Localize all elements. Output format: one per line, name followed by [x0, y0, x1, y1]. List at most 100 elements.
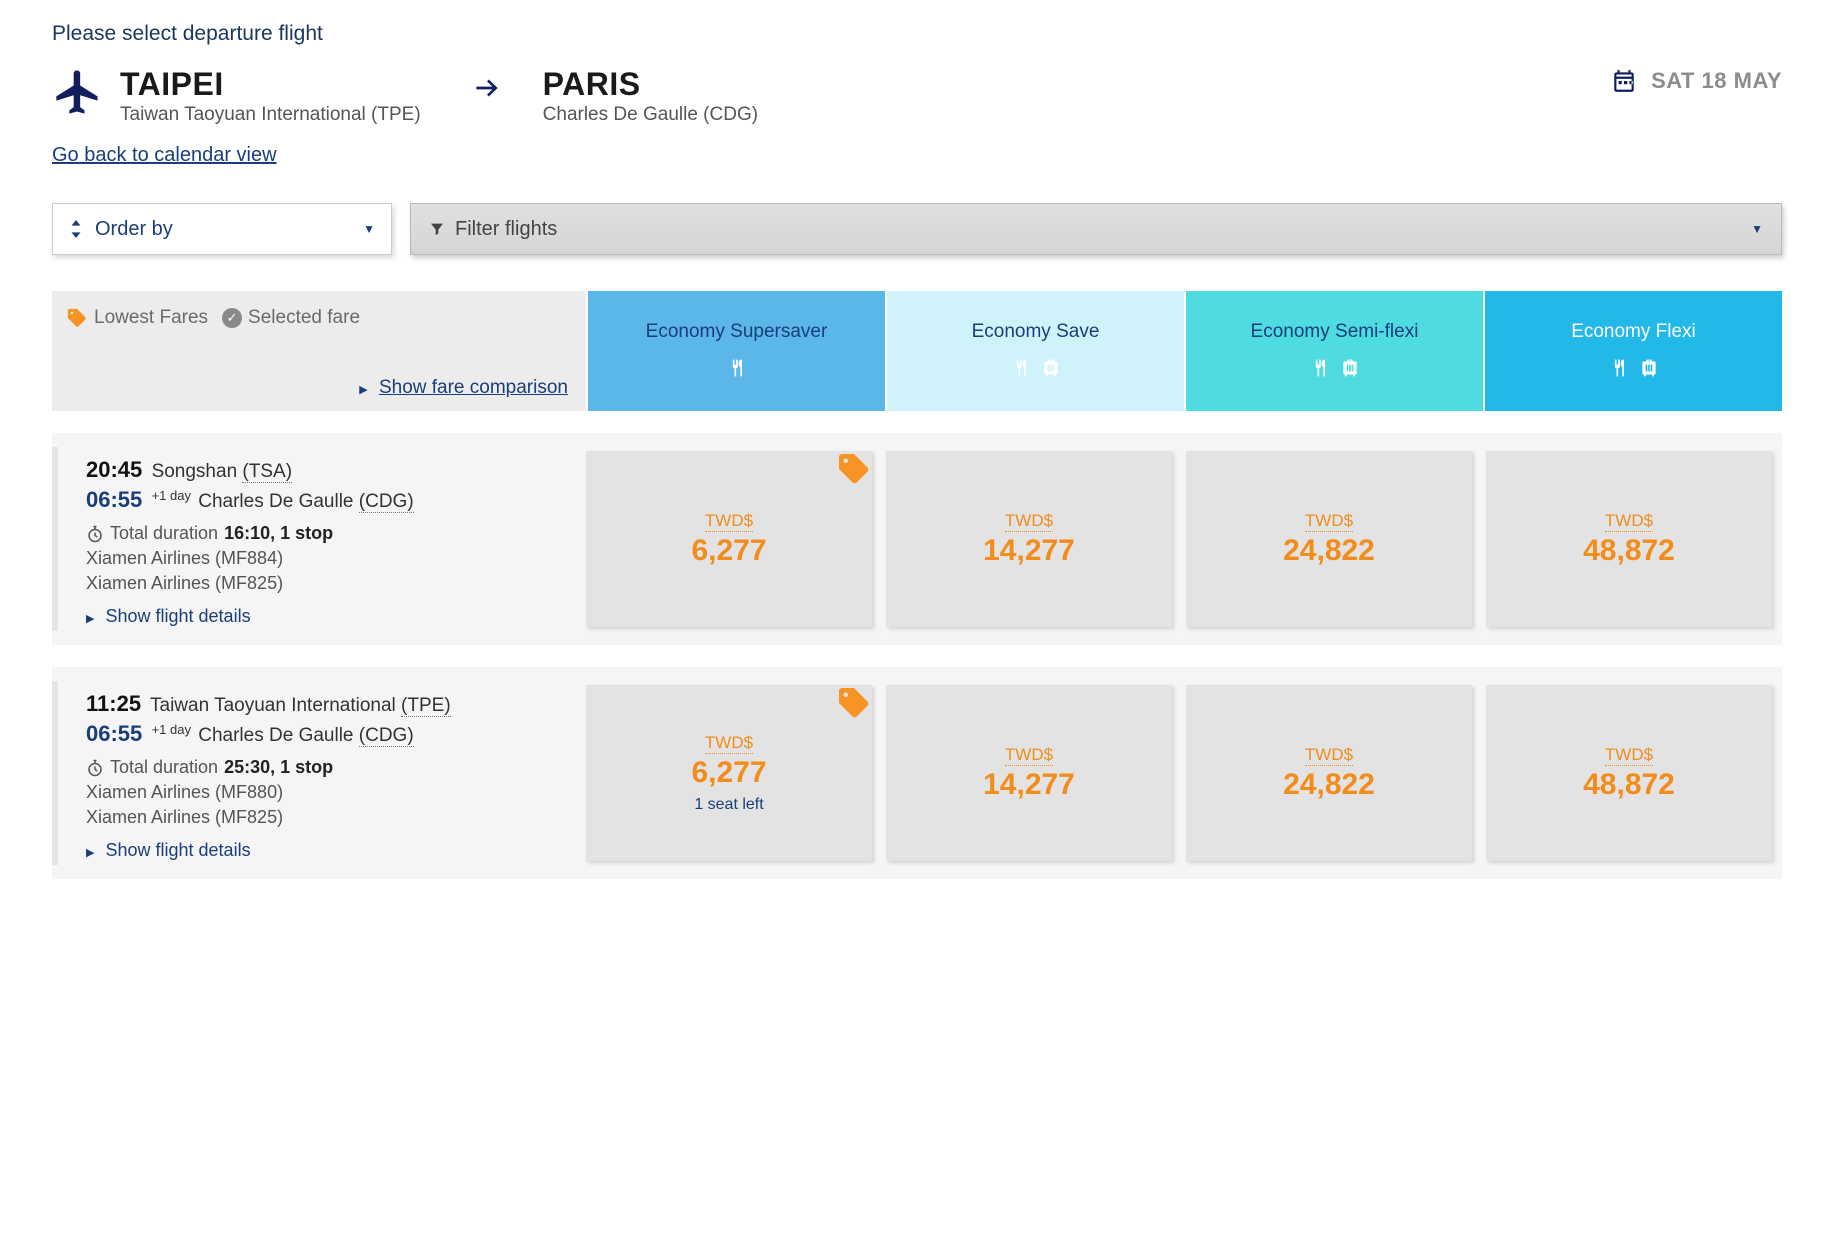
- back-to-calendar-link[interactable]: Go back to calendar view: [52, 144, 277, 167]
- order-by-dropdown[interactable]: Order by ▼: [52, 203, 392, 255]
- departure-time: 11:25: [86, 691, 141, 716]
- duration-value: 25:30, 1 stop: [224, 757, 333, 778]
- filter-flights-dropdown[interactable]: Filter flights ▼: [410, 203, 1782, 255]
- travel-date-label: SAT 18 MAY: [1651, 68, 1782, 94]
- fare-column-label: Economy Flexi: [1571, 320, 1696, 344]
- order-by-label: Order by: [95, 218, 173, 241]
- price-amount: 6,277: [691, 756, 766, 790]
- price-cell-flexi[interactable]: TWD$ 48,872: [1486, 451, 1772, 627]
- fare-amenities: [1011, 358, 1061, 378]
- baggage-icon: [1340, 358, 1360, 378]
- duration-prefix: Total duration: [110, 757, 218, 778]
- duration-line: Total duration 16:10, 1 stop: [86, 523, 568, 544]
- arrival-airport: Charles De Gaulle: [198, 725, 359, 746]
- arrival-code: (CDG): [359, 725, 414, 747]
- show-flight-details-link[interactable]: ▶ Show flight details: [86, 840, 568, 861]
- baggage-icon: [1639, 358, 1659, 378]
- price-amount: 48,872: [1583, 534, 1675, 568]
- baggage-icon: [1041, 358, 1061, 378]
- destination-city: PARIS: [543, 68, 758, 100]
- currency-label: TWD$: [1605, 745, 1653, 766]
- price-cell-save[interactable]: TWD$ 14,277: [886, 451, 1172, 627]
- meal-icon: [1310, 358, 1330, 378]
- triangle-right-icon: ▶: [359, 384, 367, 396]
- meal-icon: [1609, 358, 1629, 378]
- filter-flights-label: Filter flights: [455, 218, 557, 241]
- calendar-icon: [1611, 68, 1637, 94]
- seats-left-note: 1 seat left: [694, 796, 763, 814]
- legend-lowest-fares: Lowest Fares: [94, 307, 208, 329]
- carrier-line: Xiamen Airlines (MF880): [86, 782, 568, 803]
- chevron-down-icon: ▼: [363, 222, 375, 236]
- price-amount: 6,277: [691, 534, 766, 568]
- arrival-line: 06:55 +1 day Charles De Gaulle (CDG): [86, 487, 568, 513]
- arrival-time: 06:55: [86, 487, 142, 512]
- currency-label: TWD$: [705, 733, 753, 754]
- duration-prefix: Total duration: [110, 523, 218, 544]
- origin-block: TAIPEI Taiwan Taoyuan International (TPE…: [120, 68, 421, 126]
- fare-amenities: [727, 358, 747, 378]
- sort-icon: [69, 218, 83, 241]
- departure-airport: Songshan: [152, 461, 243, 482]
- carrier-line: Xiamen Airlines (MF825): [86, 573, 568, 594]
- arrival-time: 06:55: [86, 721, 142, 746]
- stopwatch-icon: [86, 757, 104, 778]
- lowest-fare-tag-icon: [836, 685, 872, 721]
- arrival-line: 06:55 +1 day Charles De Gaulle (CDG): [86, 721, 568, 747]
- departure-line: 11:25 Taiwan Taoyuan International (TPE): [86, 691, 568, 717]
- show-flight-details-label: Show flight details: [105, 606, 250, 626]
- triangle-right-icon: ▶: [86, 847, 94, 859]
- show-fare-comparison-link[interactable]: ▶ Show fare comparison: [66, 377, 568, 399]
- fare-legend: Lowest Fares ✓ Selected fare: [66, 307, 568, 329]
- plus-day-indicator: +1 day: [152, 488, 191, 503]
- duration-line: Total duration 25:30, 1 stop: [86, 757, 568, 778]
- price-amount: 24,822: [1283, 768, 1375, 802]
- origin-city: TAIPEI: [120, 68, 421, 100]
- departure-airport: Taiwan Taoyuan International: [150, 695, 401, 716]
- tag-icon: [66, 307, 88, 329]
- meal-icon: [1011, 358, 1031, 378]
- fare-column-label: Economy Save: [972, 320, 1100, 344]
- show-flight-details-link[interactable]: ▶ Show flight details: [86, 606, 568, 627]
- show-flight-details-label: Show flight details: [105, 840, 250, 860]
- currency-label: TWD$: [1305, 511, 1353, 532]
- chevron-down-icon: ▼: [1751, 222, 1763, 236]
- legend-selected-fare: Selected fare: [248, 307, 360, 329]
- currency-label: TWD$: [1605, 511, 1653, 532]
- arrival-code: (CDG): [359, 491, 414, 513]
- price-amount: 24,822: [1283, 534, 1375, 568]
- funnel-icon: [429, 218, 445, 241]
- lowest-fare-tag-icon: [836, 451, 872, 487]
- fare-amenities: [1609, 358, 1659, 378]
- fare-column-label: Economy Supersaver: [646, 320, 828, 344]
- fare-header-left: Lowest Fares ✓ Selected fare ▶ Show fare…: [52, 291, 586, 411]
- fare-amenities: [1310, 358, 1360, 378]
- carrier-line: Xiamen Airlines (MF884): [86, 548, 568, 569]
- currency-label: TWD$: [1005, 745, 1053, 766]
- price-cell-save[interactable]: TWD$ 14,277: [886, 685, 1172, 861]
- price-amount: 14,277: [983, 534, 1075, 568]
- fare-column-flexi: Economy Flexi: [1483, 291, 1782, 411]
- duration-value: 16:10, 1 stop: [224, 523, 333, 544]
- price-amount: 14,277: [983, 768, 1075, 802]
- price-cell-semiflexi[interactable]: TWD$ 24,822: [1186, 451, 1472, 627]
- page-instruction: Please select departure flight: [52, 22, 1782, 46]
- destination-block: PARIS Charles De Gaulle (CDG): [543, 68, 758, 126]
- price-cell-supersaver[interactable]: TWD$ 6,277 1 seat left: [586, 685, 872, 861]
- price-cell-semiflexi[interactable]: TWD$ 24,822: [1186, 685, 1472, 861]
- price-cell-supersaver[interactable]: TWD$ 6,277: [586, 451, 872, 627]
- fare-column-save: Economy Save: [885, 291, 1184, 411]
- price-amount: 48,872: [1583, 768, 1675, 802]
- check-circle-icon: ✓: [222, 308, 242, 328]
- currency-label: TWD$: [705, 511, 753, 532]
- triangle-right-icon: ▶: [86, 613, 94, 625]
- price-cells: TWD$ 6,277 TWD$ 14,277 TWD$ 24,822 TWD$ …: [586, 447, 1782, 631]
- travel-date: SAT 18 MAY: [1611, 68, 1782, 94]
- origin-airport: Taiwan Taoyuan International (TPE): [120, 104, 421, 126]
- stopwatch-icon: [86, 523, 104, 544]
- meal-icon: [727, 358, 747, 378]
- fare-header-row: Lowest Fares ✓ Selected fare ▶ Show fare…: [52, 291, 1782, 411]
- price-cells: TWD$ 6,277 1 seat left TWD$ 14,277 TWD$ …: [586, 681, 1782, 865]
- currency-label: TWD$: [1005, 511, 1053, 532]
- price-cell-flexi[interactable]: TWD$ 48,872: [1486, 685, 1772, 861]
